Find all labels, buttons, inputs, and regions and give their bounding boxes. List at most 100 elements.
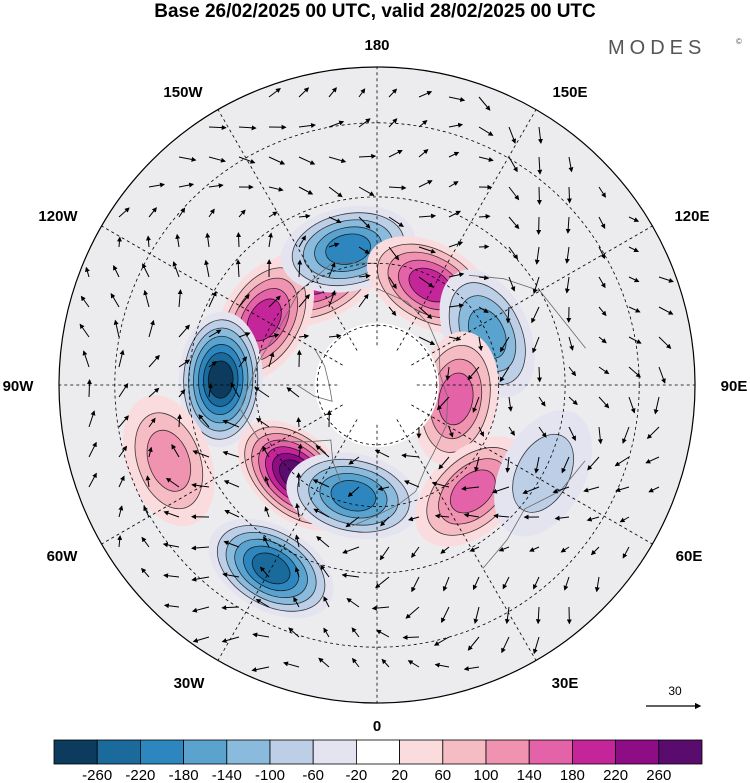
wind-vector — [554, 515, 570, 521]
wind-vector — [538, 426, 547, 438]
wind-vector — [80, 295, 90, 308]
wind-vector — [268, 156, 286, 165]
colorbar-swatch — [183, 739, 228, 765]
wind-vector — [418, 180, 433, 188]
wind-vector — [207, 383, 213, 398]
wind-vector — [264, 506, 270, 518]
meridian-line — [396, 109, 537, 351]
wind-vector — [148, 417, 156, 428]
colorbar-swatch — [312, 739, 357, 765]
colorbar-swatch — [269, 739, 314, 765]
wind-vector — [505, 456, 511, 473]
wind-vector — [358, 293, 369, 308]
lon-label-30e: 30E — [552, 675, 579, 692]
wind-vector — [358, 153, 377, 159]
wind-vector — [86, 379, 92, 398]
wind-vector — [118, 415, 129, 428]
wind-vector — [295, 502, 301, 518]
wind-vector — [561, 456, 570, 474]
lon-label-90w: 90W — [3, 378, 35, 395]
wind-vector — [283, 661, 300, 668]
wind-vector — [628, 246, 639, 252]
meridian-line — [396, 419, 537, 661]
lon-label-90e: 90E — [721, 378, 748, 395]
wind-vector — [403, 480, 420, 488]
wind-vector — [388, 185, 407, 191]
wind-vector — [143, 505, 150, 518]
wind-vector — [198, 414, 210, 428]
polar-map — [58, 66, 696, 704]
anomaly-neg-35w — [208, 518, 334, 619]
wind-vector — [348, 456, 360, 465]
wind-vector — [235, 259, 241, 278]
wind-vector — [288, 627, 300, 638]
wind-vector — [658, 336, 672, 349]
wind-vector — [374, 449, 390, 458]
wind-vector — [448, 241, 464, 248]
wind-vector — [208, 290, 217, 308]
wind-vector — [628, 306, 641, 313]
wind-vector — [472, 396, 480, 413]
colorbar-tick-label: 140 — [517, 767, 542, 783]
wind-vector — [474, 456, 480, 473]
wind-vector — [619, 516, 630, 523]
wind-vector — [148, 319, 155, 338]
wind-vector — [467, 366, 480, 381]
wind-vector — [259, 566, 270, 578]
colorbar-tick-label: 20 — [391, 767, 408, 783]
wind-vector — [598, 216, 606, 229]
wind-vector — [434, 662, 450, 668]
wind-vector — [85, 266, 90, 278]
wind-vector — [296, 417, 302, 428]
wind-vector — [568, 366, 577, 377]
wind-vector — [564, 276, 570, 294]
wind-vector — [440, 546, 450, 554]
wind-vector — [148, 207, 157, 218]
wind-vector — [268, 211, 278, 218]
wind-vector — [436, 396, 450, 411]
wind-vector — [472, 576, 480, 591]
colorbar-tick-label: -180 — [169, 767, 199, 783]
wind-vector — [118, 475, 125, 488]
wind-vector — [192, 450, 210, 458]
wind-vector — [371, 605, 390, 611]
contour-level — [146, 429, 192, 492]
meridian-line — [101, 225, 343, 366]
wind-vector — [165, 477, 180, 488]
wind-vector — [448, 426, 454, 438]
wind-vector — [88, 410, 96, 428]
wind-vector — [286, 387, 300, 398]
colorbar-swatch — [355, 739, 400, 765]
wind-vector — [388, 118, 398, 128]
wind-vector — [141, 567, 150, 578]
lon-label-180: 180 — [364, 37, 389, 54]
wind-vector — [221, 636, 240, 643]
wind-vector — [448, 303, 465, 309]
wind-vector — [658, 366, 666, 384]
coastline — [296, 348, 333, 402]
lon-label-150e: 150E — [552, 84, 587, 101]
wind-vector — [148, 354, 160, 368]
wind-vector — [320, 564, 330, 578]
wind-vector — [268, 351, 275, 368]
colorbar-swatch — [139, 739, 184, 765]
colorbar-tick-label: 100 — [473, 767, 498, 783]
wind-vector — [598, 336, 607, 344]
wind-vector — [178, 182, 195, 188]
wind-vector — [536, 186, 542, 205]
wind-vector — [328, 120, 345, 128]
anomaly-neg-15w — [286, 452, 421, 540]
lon-label-150w: 150W — [163, 84, 203, 101]
modes-logo-mark: © — [736, 37, 742, 46]
wind-vector — [312, 479, 330, 488]
wind-vector — [448, 96, 466, 102]
colorbar-swatch — [572, 739, 617, 765]
wind-vector — [298, 186, 314, 195]
wind-vector — [252, 632, 270, 638]
wind-vector — [502, 576, 510, 590]
wind-vector — [351, 657, 360, 668]
wind-vector — [535, 606, 541, 625]
wind-vector — [347, 486, 360, 497]
pole-region — [315, 323, 439, 447]
